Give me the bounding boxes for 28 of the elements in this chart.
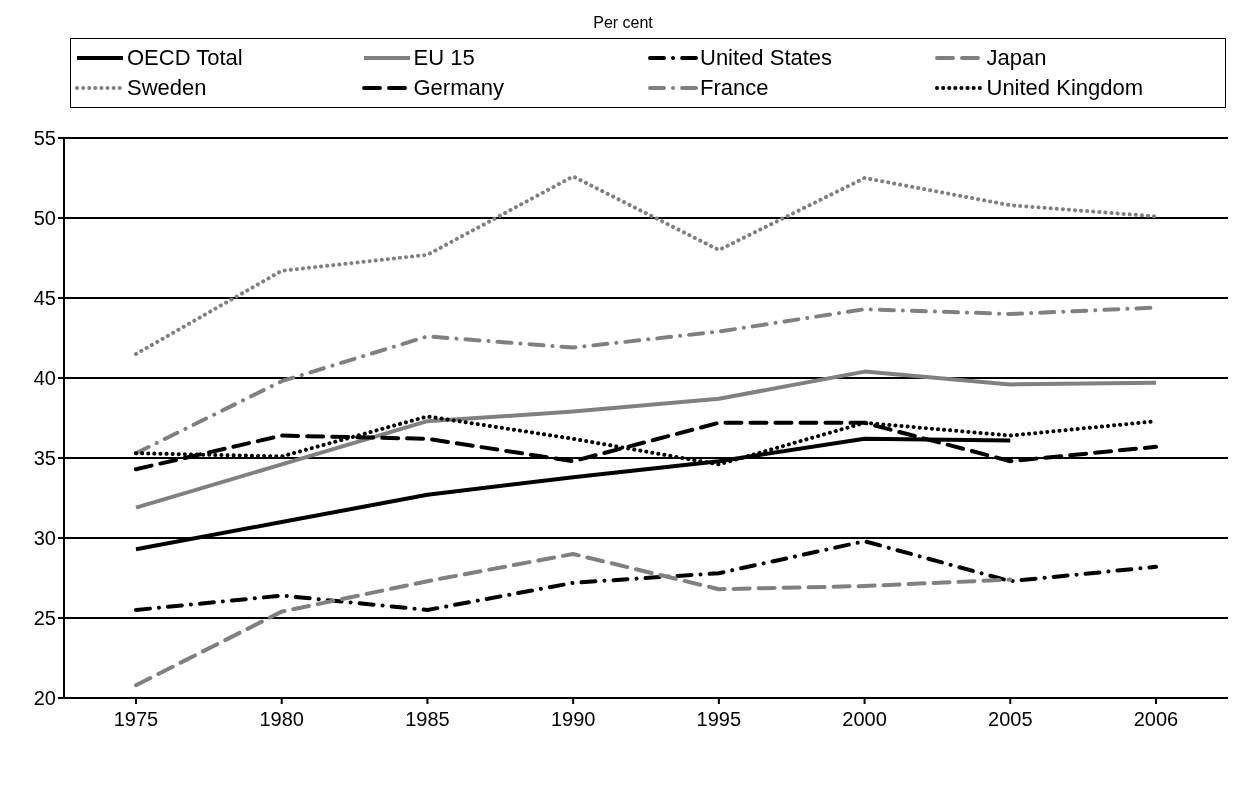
x-tick-label: 1995: [696, 708, 742, 731]
y-tick-label: 30: [33, 527, 56, 550]
x-tick-label: 1990: [550, 708, 596, 731]
legend-label: France: [700, 75, 769, 101]
y-tick-label: 40: [33, 367, 56, 390]
legend-label: Sweden: [127, 75, 207, 101]
y-tick-label: 25: [33, 607, 56, 630]
chart-title: Per cent: [592, 13, 654, 33]
y-tick-label: 55: [33, 127, 56, 150]
y-tick-label: 20: [33, 687, 56, 710]
legend-label: United States: [700, 45, 833, 71]
x-tick-label: 2006: [1133, 708, 1179, 731]
y-tick-label: 45: [33, 287, 56, 310]
x-tick-label: 1975: [113, 708, 159, 731]
line-series: [134, 552, 1013, 688]
y-tick-label: 35: [33, 447, 56, 470]
x-tick-label: 2000: [842, 708, 887, 731]
legend-label: OECD Total: [127, 45, 243, 71]
legend-label: EU 15: [413, 45, 475, 71]
legend-label: Japan: [986, 45, 1047, 71]
line-series: [134, 174, 1158, 356]
y-tick-label: 50: [33, 207, 56, 230]
x-tick-label: 1980: [259, 708, 304, 731]
x-tick-label: 2005: [988, 708, 1033, 731]
line-series: [134, 369, 1158, 510]
legend-label: Germany: [413, 75, 504, 101]
x-tick-label: 1985: [405, 708, 450, 731]
legend-label: United Kingdom: [986, 75, 1144, 101]
